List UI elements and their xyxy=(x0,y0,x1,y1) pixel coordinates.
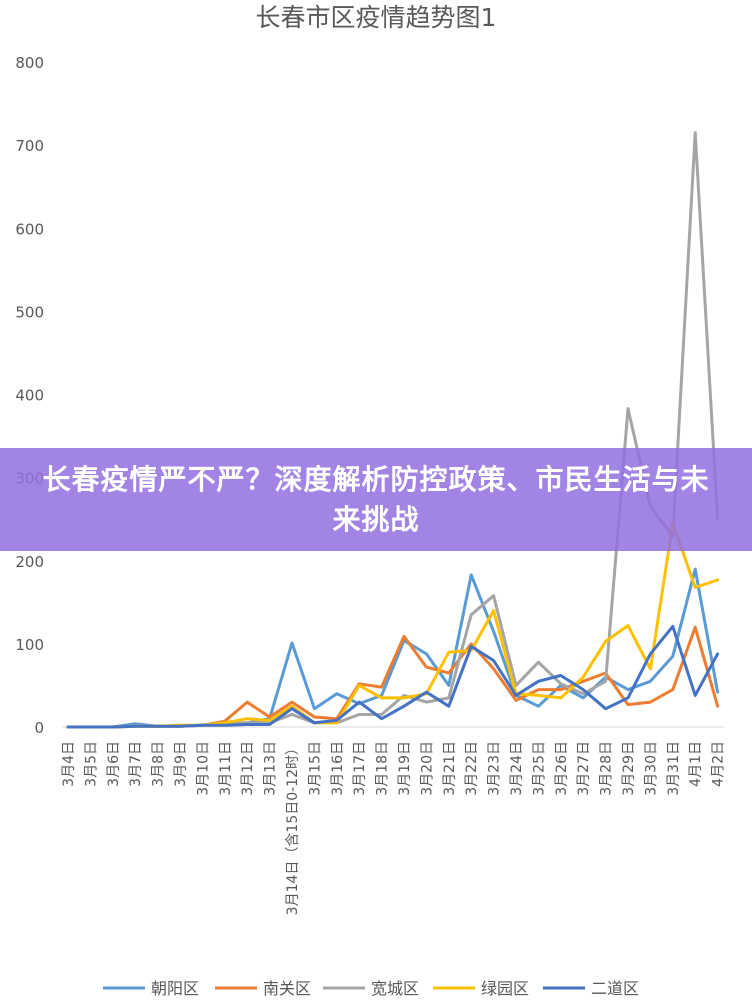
legend-label: 南关区 xyxy=(263,979,311,998)
y-tick-label: 500 xyxy=(15,303,44,321)
x-tick-label: 3月17日 xyxy=(352,741,368,796)
x-tick-label: 3月15日 xyxy=(307,741,323,796)
x-tick-label: 3月10日 xyxy=(195,741,211,796)
y-tick-label: 800 xyxy=(15,54,44,72)
x-tick-label: 3月16日 xyxy=(330,741,346,796)
legend-label: 绿园区 xyxy=(481,979,529,998)
headline-banner: 长春疫情严不严？深度解析防控政策、市民生活与未来挑战 xyxy=(0,448,752,551)
x-tick-label: 3月6日 xyxy=(106,741,122,787)
series-line-5 xyxy=(66,624,720,729)
x-tick-label: 4月2日 xyxy=(711,741,727,787)
x-tick-label: 4月1日 xyxy=(688,741,704,787)
y-axis: 0100200300400500600700800 xyxy=(15,54,44,737)
y-tick-label: 200 xyxy=(15,553,44,571)
x-tick-label: 3月30日 xyxy=(643,741,659,796)
x-tick-label: 3月27日 xyxy=(576,741,592,796)
x-tick-label: 3月5日 xyxy=(83,741,99,787)
x-tick-label: 3月29日 xyxy=(621,741,637,796)
x-tick-label: 3月12日 xyxy=(240,741,256,796)
x-tick-label: 3月11日 xyxy=(218,741,234,796)
x-tick-label: 3月25日 xyxy=(531,741,547,796)
x-tick-label: 3月19日 xyxy=(397,741,413,796)
series-lines xyxy=(66,131,720,729)
legend-label: 宽城区 xyxy=(371,979,419,998)
x-tick-label: 3月24日 xyxy=(509,741,525,796)
headline-text: 长春疫情严不严？深度解析防控政策、市民生活与未来挑战 xyxy=(42,462,710,536)
x-tick-label: 3月14日（含15日0-12时） xyxy=(285,741,301,915)
x-tick-label: 3月21日 xyxy=(442,741,458,796)
x-tick-label: 3月31日 xyxy=(666,741,682,796)
x-tick-label: 3月8日 xyxy=(151,741,167,787)
y-tick-label: 600 xyxy=(15,220,44,238)
y-tick-label: 700 xyxy=(15,137,44,155)
x-tick-label: 3月7日 xyxy=(128,741,144,787)
x-tick-label: 3月9日 xyxy=(173,741,189,787)
x-tick-label: 3月4日 xyxy=(61,741,77,787)
x-tick-label: 3月13日 xyxy=(263,741,279,796)
y-tick-label: 0 xyxy=(34,719,44,737)
x-tick-label: 3月18日 xyxy=(375,741,391,796)
x-axis: 3月4日 3月5日 3月6日 3月7日 3月8日 3月9日 3月10日 3月11日 3月12日 3… xyxy=(61,726,727,915)
y-tick-label: 400 xyxy=(15,387,44,405)
chart-title: 长春市区疫情趋势图1 xyxy=(256,3,497,32)
x-tick-label: 3月28日 xyxy=(599,741,615,796)
y-tick-label: 100 xyxy=(15,636,44,654)
x-tick-label: 3月20日 xyxy=(419,741,435,796)
series-line-4 xyxy=(66,521,720,729)
series-line-3 xyxy=(66,131,720,729)
x-tick-label: 3月26日 xyxy=(554,741,570,796)
x-tick-label: 3月23日 xyxy=(487,741,503,796)
x-tick-label: 3月22日 xyxy=(464,741,480,796)
legend-label: 朝阳区 xyxy=(151,979,199,998)
legend: 朝阳区 南关区 宽城区 绿园区 二道区 xyxy=(103,979,639,998)
legend-label: 二道区 xyxy=(591,979,639,998)
